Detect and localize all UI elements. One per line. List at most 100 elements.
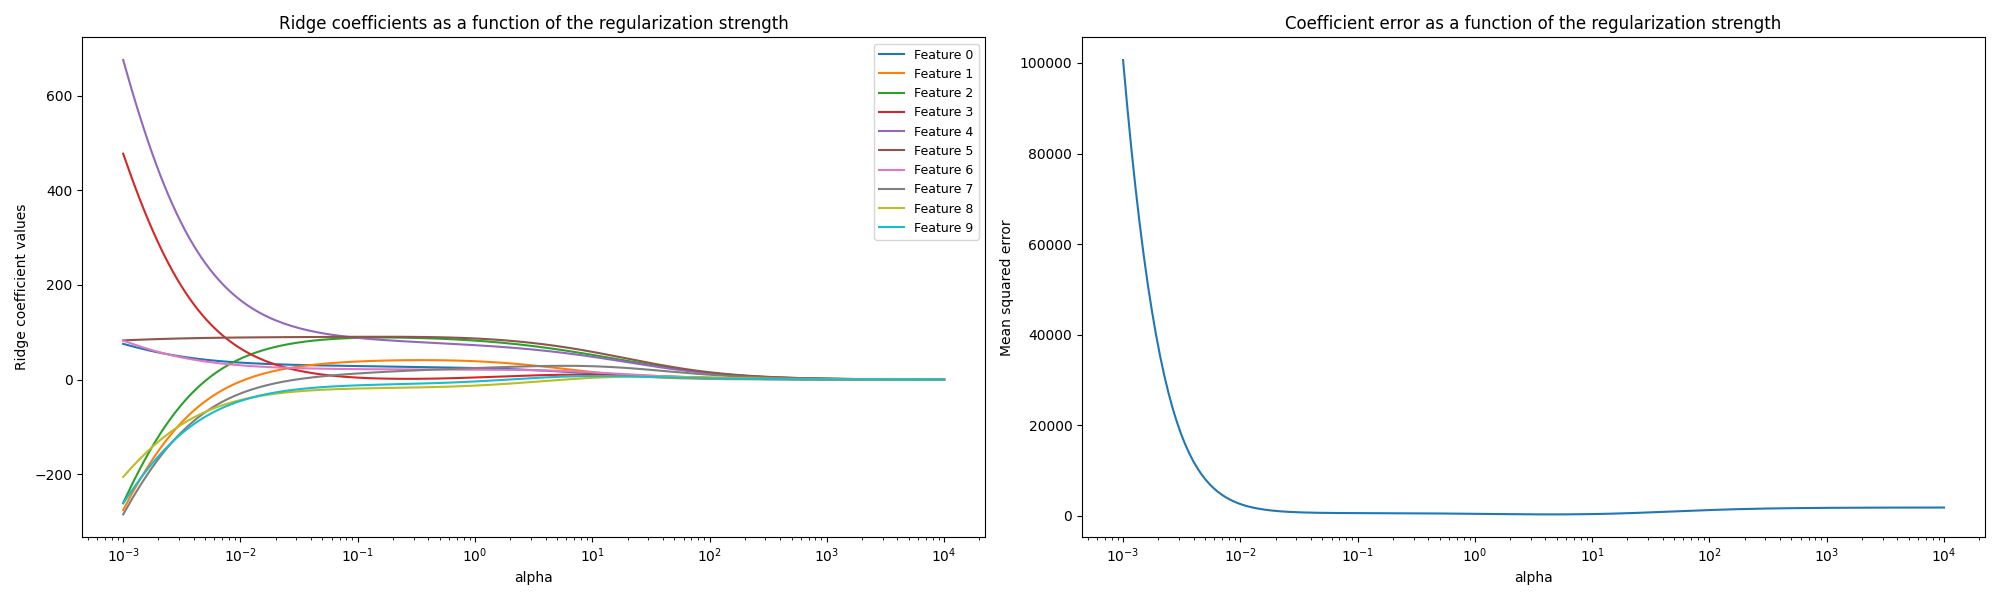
Feature 7 (552, 362, 576, 370)
Line: Feature 7: Feature 7 (124, 366, 944, 514)
Feature 2 (160, 412, 184, 419)
Feature 3 (932, 376, 956, 383)
Feature 8 (330, 385, 354, 392)
Feature 0 (264, 361, 288, 368)
Feature 4 (890, 376, 914, 383)
Feature 0 (890, 376, 914, 383)
Legend: Feature 0, Feature 1, Feature 2, Feature 3, Feature 4, Feature 5, Feature 6, Fea: Feature 0, Feature 1, Feature 2, Feature… (874, 44, 978, 240)
Feature 7 (264, 380, 288, 387)
Feature 6 (144, 348, 168, 355)
Title: Coefficient error as a function of the regularization strength: Coefficient error as a function of the r… (1286, 15, 1782, 33)
Line: Feature 2: Feature 2 (124, 338, 944, 503)
Feature 5 (932, 376, 956, 383)
Feature 9 (264, 389, 288, 396)
Feature 4 (862, 376, 886, 383)
Feature 1 (264, 367, 288, 374)
Feature 1 (408, 356, 432, 364)
Feature 7 (160, 438, 184, 445)
Feature 4 (932, 376, 956, 383)
Feature 5 (894, 376, 918, 383)
Feature 7 (894, 376, 918, 383)
X-axis label: alpha: alpha (514, 571, 554, 585)
Feature 9 (866, 376, 890, 383)
Feature 5 (372, 333, 396, 340)
Feature 8 (866, 376, 890, 383)
Feature 1 (160, 429, 184, 436)
Feature 0 (160, 352, 184, 359)
Feature 2 (866, 376, 890, 383)
Feature 6 (264, 364, 288, 371)
Feature 2 (112, 499, 136, 506)
Feature 6 (112, 337, 136, 344)
Feature 1 (112, 506, 136, 514)
Feature 4 (160, 202, 184, 209)
Feature 6 (890, 376, 914, 383)
Line: Feature 4: Feature 4 (124, 60, 944, 379)
Line: Feature 0: Feature 0 (124, 344, 944, 380)
Feature 3 (264, 361, 288, 368)
Feature 9 (160, 438, 184, 445)
Feature 1 (866, 376, 890, 383)
Y-axis label: Mean squared error: Mean squared error (1000, 219, 1014, 356)
Feature 1 (894, 376, 918, 383)
Feature 5 (112, 337, 136, 344)
Feature 6 (932, 376, 956, 383)
Feature 7 (932, 376, 956, 383)
Feature 8 (112, 473, 136, 481)
Feature 1 (932, 376, 956, 383)
Feature 7 (330, 371, 354, 378)
Feature 3 (330, 373, 354, 380)
Feature 4 (330, 332, 354, 340)
Title: Ridge coefficients as a function of the regularization strength: Ridge coefficients as a function of the … (278, 15, 788, 33)
Feature 5 (144, 335, 168, 343)
Feature 9 (112, 500, 136, 507)
Feature 4 (144, 161, 168, 168)
Feature 5 (264, 334, 288, 341)
Line: Feature 8: Feature 8 (124, 377, 944, 477)
Feature 3 (890, 376, 914, 383)
Feature 5 (866, 376, 890, 383)
Line: Feature 3: Feature 3 (124, 154, 944, 380)
Feature 1 (144, 451, 168, 458)
Feature 3 (112, 150, 136, 157)
Feature 0 (144, 349, 168, 356)
Feature 7 (112, 511, 136, 518)
Feature 0 (112, 340, 136, 347)
Feature 2 (144, 437, 168, 444)
Line: Feature 5: Feature 5 (124, 337, 944, 379)
Feature 8 (264, 390, 288, 397)
Feature 3 (160, 268, 184, 275)
Feature 8 (932, 376, 956, 383)
Feature 9 (932, 376, 956, 383)
Feature 7 (144, 458, 168, 466)
Feature 8 (160, 427, 184, 434)
Feature 8 (894, 376, 918, 383)
Feature 2 (372, 334, 396, 341)
Feature 9 (894, 376, 918, 383)
Feature 3 (862, 376, 886, 383)
X-axis label: alpha: alpha (1514, 571, 1552, 585)
Feature 5 (160, 335, 184, 342)
Line: Feature 1: Feature 1 (124, 360, 944, 510)
Feature 4 (264, 317, 288, 324)
Line: Feature 9: Feature 9 (124, 376, 944, 503)
Feature 4 (112, 56, 136, 64)
Line: Feature 6: Feature 6 (124, 341, 944, 380)
Feature 0 (330, 362, 354, 370)
Y-axis label: Ridge coefficient values: Ridge coefficient values (14, 204, 28, 370)
Feature 9 (586, 373, 610, 380)
Feature 2 (330, 335, 354, 342)
Feature 9 (144, 455, 168, 463)
Feature 0 (862, 376, 886, 383)
Feature 3 (144, 235, 168, 242)
Feature 2 (264, 343, 288, 350)
Feature 1 (330, 359, 354, 366)
Feature 7 (866, 376, 890, 383)
Feature 2 (932, 376, 956, 383)
Feature 8 (630, 373, 654, 380)
Feature 2 (894, 376, 918, 383)
Feature 0 (932, 376, 956, 383)
Feature 6 (330, 365, 354, 373)
Feature 8 (144, 440, 168, 447)
Feature 5 (330, 333, 354, 340)
